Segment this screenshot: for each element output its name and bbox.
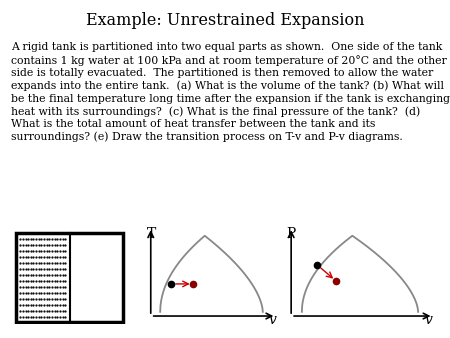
Text: v: v	[268, 313, 276, 328]
Text: Example: Unrestrained Expansion: Example: Unrestrained Expansion	[86, 12, 364, 29]
Text: P: P	[287, 227, 296, 241]
Bar	[16, 233, 70, 321]
Text: v: v	[425, 313, 433, 328]
Text: A rigid tank is partitioned into two equal parts as shown.  One side of the tank: A rigid tank is partitioned into two equ…	[11, 42, 450, 142]
Text: T: T	[147, 227, 156, 241]
